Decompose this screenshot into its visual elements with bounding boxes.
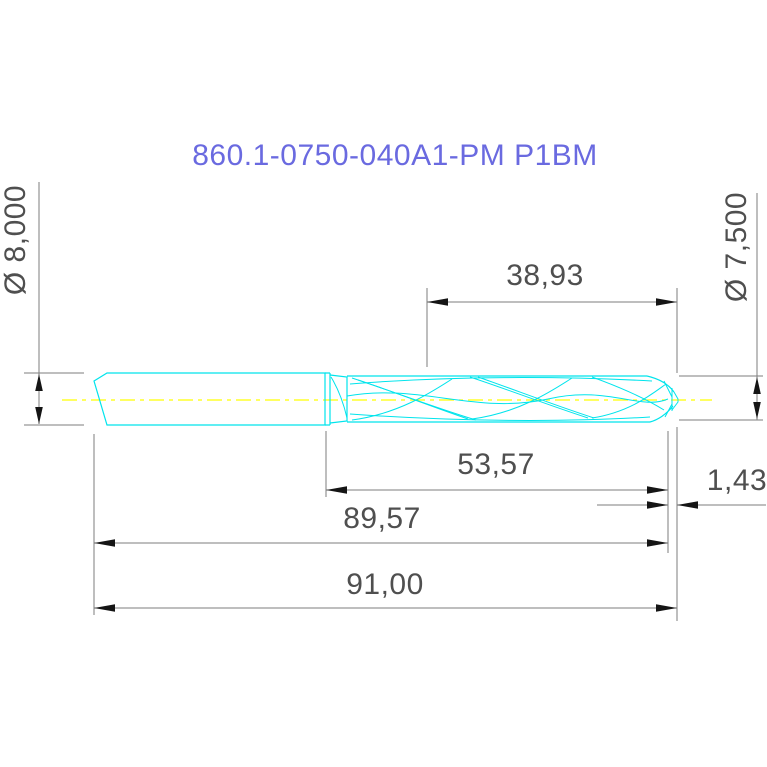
dimension-lines: [24, 182, 766, 621]
dimension-label-point-length: 1,43: [706, 464, 767, 497]
drawing-title: 860.1-0750-040A1-PM P1BM: [192, 139, 598, 172]
dimension-label-overall-length: 91,00: [346, 568, 424, 601]
helix-flutes: [330, 376, 669, 421]
dimension-label-left-diameter: Ø 8,000: [0, 184, 32, 296]
dimension-label-right-diameter: Ø 7,500: [720, 191, 753, 303]
dimension-label-upper-length: 38,93: [506, 259, 584, 292]
drill-outline: [93, 372, 679, 426]
dimension-label-flute-length: 53,57: [457, 448, 535, 481]
dimension-label-body-length: 89,57: [343, 502, 421, 535]
dimension-arrowheads: [35, 298, 761, 612]
